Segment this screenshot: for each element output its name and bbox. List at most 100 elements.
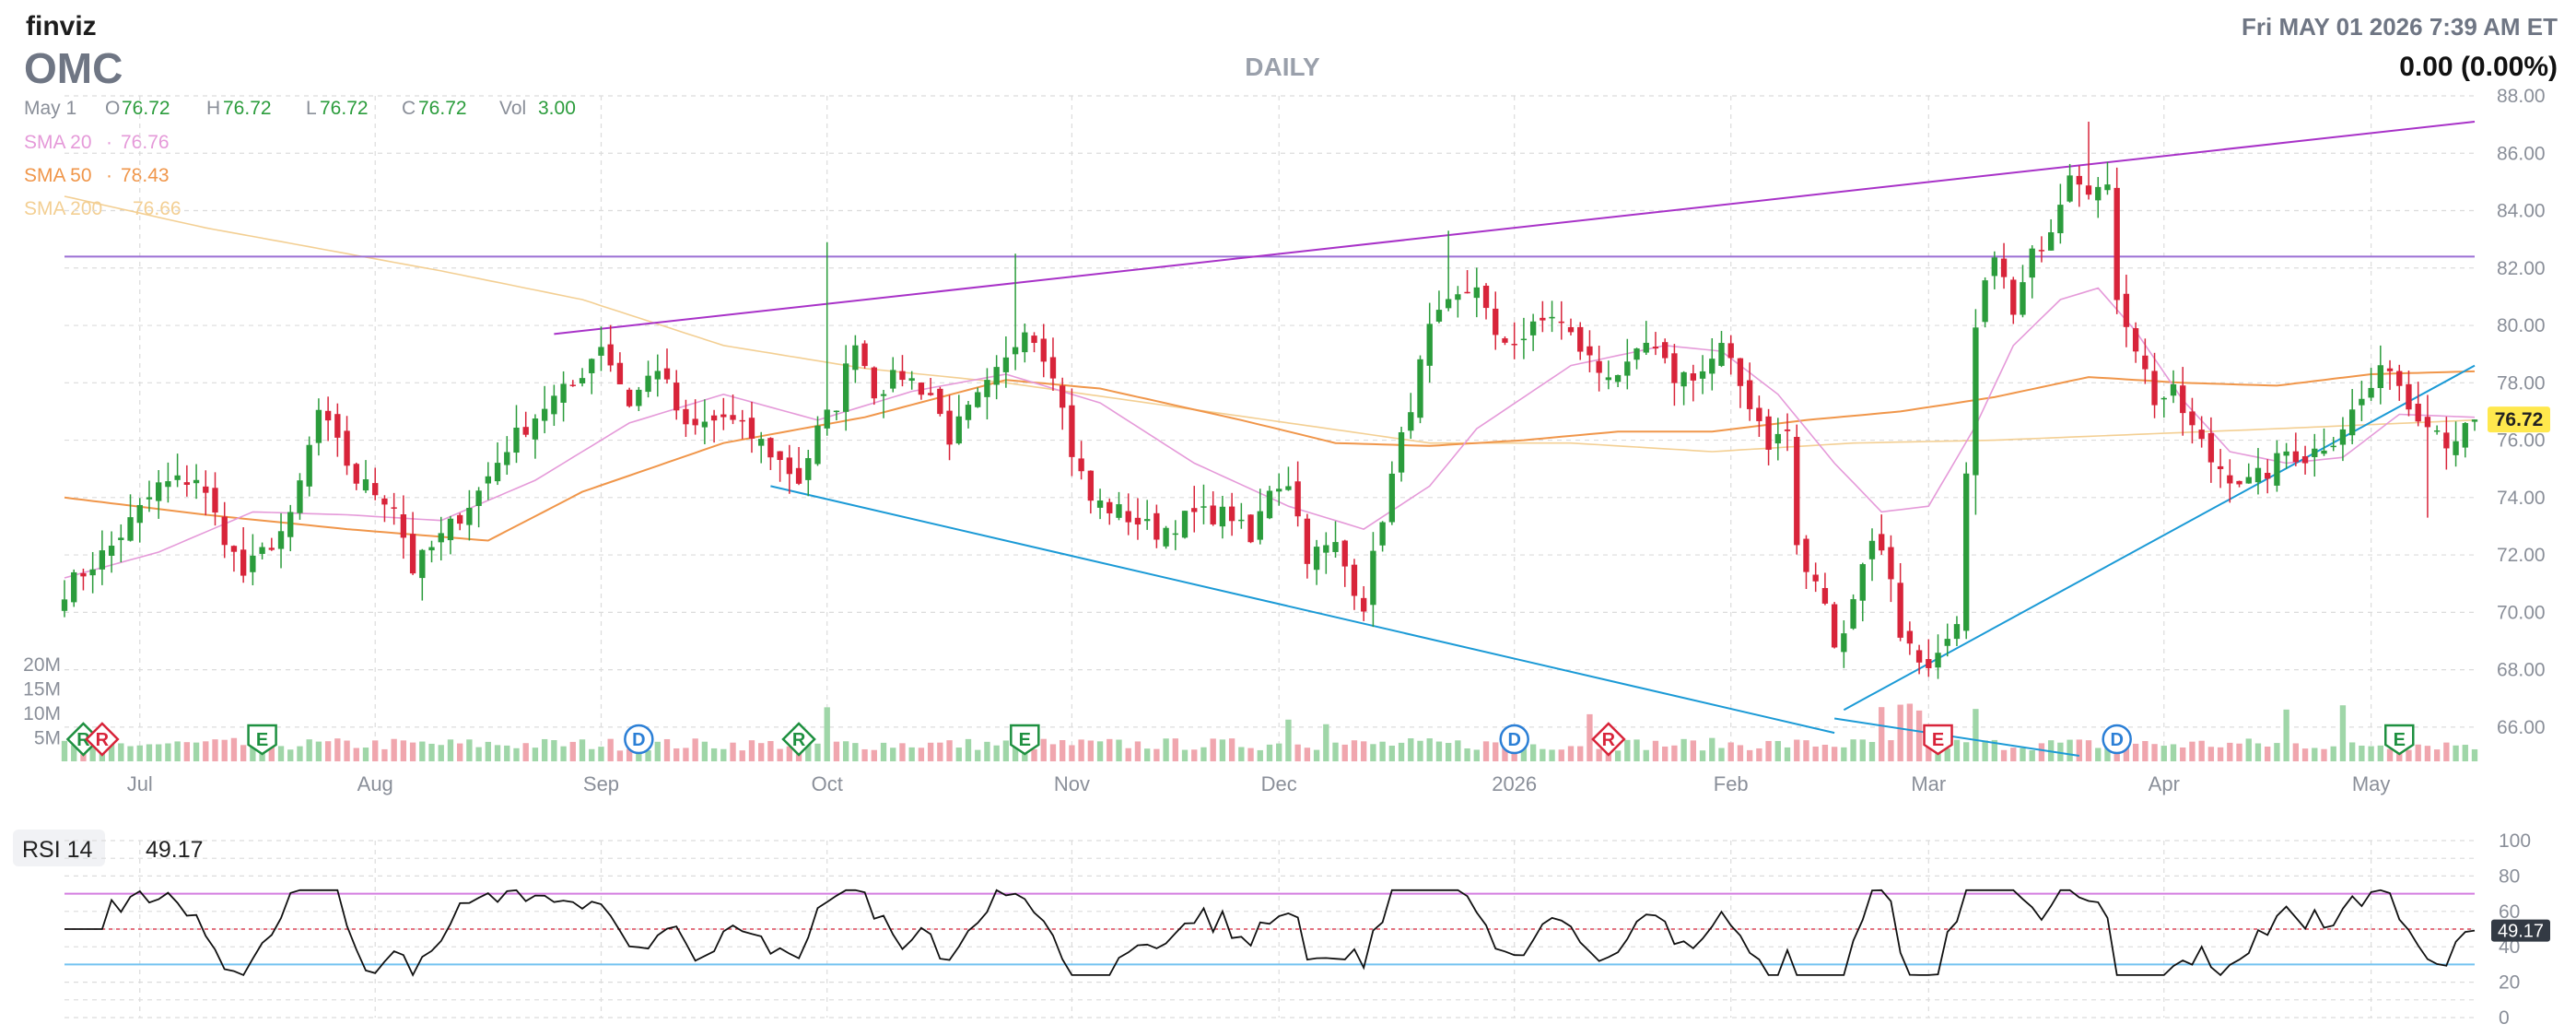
candle-body: [118, 537, 124, 540]
marker-d[interactable]: D: [1499, 724, 1529, 755]
ticker-symbol: OMC: [24, 44, 123, 92]
volume-bar: [626, 748, 633, 761]
candle-body: [1332, 542, 1339, 552]
volume-bar: [2415, 744, 2421, 761]
volume-bar: [1247, 748, 1254, 761]
candle-body: [1549, 316, 1555, 319]
candle-body: [1294, 481, 1301, 517]
candle-body: [268, 547, 275, 550]
volume-bar: [1624, 739, 1631, 761]
candle-body: [1060, 385, 1066, 408]
volume-bar: [654, 741, 661, 761]
ohlc-date: May 1: [24, 98, 76, 119]
marker-d[interactable]: D: [624, 724, 654, 755]
marker-e[interactable]: E: [2384, 724, 2415, 756]
price-tick: 66.00: [2497, 717, 2546, 738]
candle-body: [2160, 397, 2167, 400]
volume-bar: [513, 748, 520, 761]
candle-body: [71, 571, 77, 603]
marker-e[interactable]: E: [1923, 724, 1953, 756]
volume-bar: [522, 743, 529, 761]
volume-bar: [1756, 748, 1762, 761]
volume-bar: [409, 742, 416, 761]
date-tick: May: [2352, 772, 2391, 795]
candle-body: [2339, 429, 2347, 445]
candle-body: [1313, 547, 1320, 571]
candle-body: [2301, 455, 2309, 464]
volume-bar: [1690, 740, 1697, 761]
candle-body: [1408, 412, 1414, 431]
candlesticks: [61, 122, 2478, 679]
ohlc-vol-label: Vol: [499, 98, 526, 119]
sma-legend: SMA 20 · 76.76 SMA 50 · 78.43 SMA 200 · …: [24, 132, 181, 219]
candle-body: [1435, 310, 1443, 322]
volume-bar: [1107, 738, 1113, 761]
candle-body: [1153, 512, 1160, 540]
candle-body: [1172, 533, 1178, 536]
volume-bar: [1388, 745, 1396, 761]
ohlc-vol: 3.00: [538, 98, 576, 119]
candle-body: [174, 475, 181, 480]
candle-body: [626, 389, 633, 406]
volume-bar: [2348, 742, 2356, 761]
candle-body: [767, 438, 774, 458]
marker-r[interactable]: R: [781, 722, 816, 757]
candle-body: [1125, 511, 1131, 523]
volume-bar: [965, 738, 972, 761]
volume-bar: [2180, 747, 2186, 761]
candle-body: [297, 480, 303, 513]
drawn-lines[interactable]: [64, 121, 2476, 757]
rsi-tick: 40: [2499, 936, 2520, 958]
volume-bar: [1351, 740, 1358, 761]
volume-bar: [297, 746, 303, 761]
volume-bar: [824, 707, 830, 761]
volume-bar: [1408, 738, 1414, 761]
sma50-sep: ·: [106, 165, 112, 186]
price-tick: 78.00: [2497, 372, 2546, 394]
volume-bar: [1238, 747, 1245, 761]
marker-r[interactable]: R: [1591, 722, 1626, 757]
candle-body: [2433, 430, 2441, 432]
marker-letter: E: [256, 730, 268, 750]
candle-body: [730, 415, 736, 420]
marker-r[interactable]: R: [85, 722, 120, 757]
volume-bar: [2339, 705, 2347, 761]
volume-bar: [1680, 738, 1687, 761]
price-tick: 72.00: [2497, 545, 2546, 566]
candle-body: [1473, 287, 1480, 299]
candle-body: [2386, 368, 2394, 371]
marker-e[interactable]: E: [247, 724, 277, 756]
volume-bar: [1774, 740, 1781, 761]
volume-bar: [287, 749, 294, 761]
volume-bar: [240, 745, 247, 761]
candle-body: [146, 497, 153, 500]
volume-bar: [89, 738, 96, 761]
volume-bar: [2377, 745, 2383, 761]
marker-e[interactable]: E: [1010, 724, 1040, 756]
volume-bar: [2207, 747, 2215, 761]
rsi-label-box[interactable]: [13, 830, 105, 866]
volume-bar: [2386, 748, 2394, 761]
volume-bar: [673, 748, 680, 761]
candle-body: [2227, 475, 2233, 484]
volume-bar: [1219, 739, 1226, 761]
volume-bar: [146, 744, 153, 761]
volume-bar: [2029, 750, 2035, 761]
candle-body: [1963, 473, 1970, 631]
timeframe-label[interactable]: DAILY: [1245, 53, 1320, 81]
date-tick: 2026: [1492, 772, 1537, 795]
candle-body: [616, 362, 624, 384]
date-tick: Jul: [127, 772, 153, 795]
volume-bar: [560, 746, 567, 761]
volume-bar: [400, 740, 407, 761]
price-tick: 68.00: [2497, 660, 2546, 681]
last-price-tag: 76.72: [2488, 406, 2550, 433]
brand-logo[interactable]: finviz: [26, 11, 97, 41]
candle-body: [2198, 430, 2205, 440]
candle-body: [2076, 175, 2082, 185]
volume-bar: [2443, 742, 2450, 761]
candle-body: [1163, 527, 1169, 547]
marker-d[interactable]: D: [2102, 724, 2132, 755]
